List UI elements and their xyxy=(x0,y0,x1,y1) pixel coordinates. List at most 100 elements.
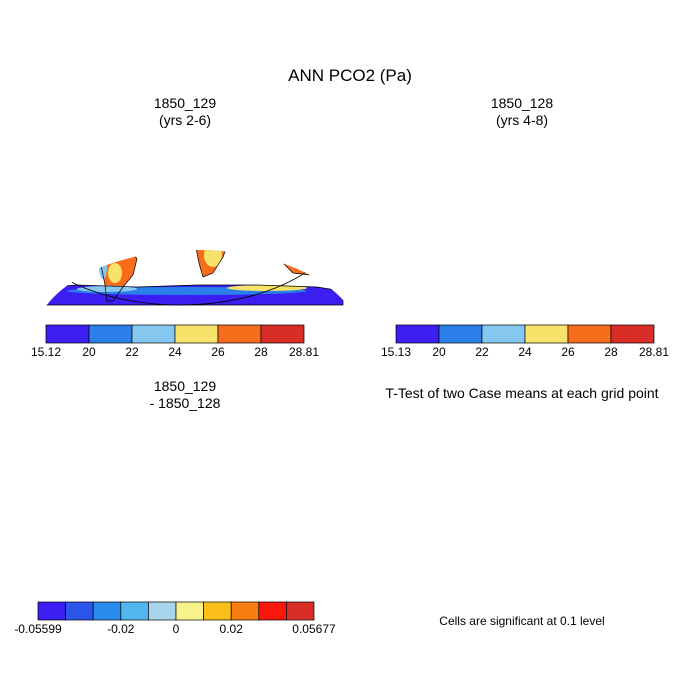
map-case2-australia-region xyxy=(621,245,659,275)
map-case2-border xyxy=(355,125,681,305)
map-case1-namerica-region xyxy=(74,167,84,175)
map-case1-eurasia-region xyxy=(282,199,296,211)
colorbar-case1-tick-label: 26 xyxy=(211,345,225,359)
coastline-greenland xyxy=(125,141,155,163)
panel-title-case1-line1: 1850_129 xyxy=(153,95,217,111)
coastline-samerica xyxy=(95,517,137,581)
panel-title-diff-line1: 1850_129 xyxy=(153,378,217,394)
coastline-eurasia xyxy=(175,145,329,217)
colorbar-diff-segment xyxy=(65,601,94,621)
coastline-africa xyxy=(171,473,235,557)
colorbar-case2-segment xyxy=(395,324,440,344)
colorbar-diff-tick-label: 0.05677 xyxy=(292,622,336,636)
map-diff-samerica-region xyxy=(95,517,137,581)
coastline-samerica xyxy=(433,517,475,581)
map-case2-namerica-region xyxy=(391,178,411,196)
colorbar-diff-tick-label: -0.05599 xyxy=(14,622,62,636)
coastline-namerica xyxy=(373,431,475,519)
map-case2 xyxy=(355,125,681,305)
map-diff-eurasia-region xyxy=(175,425,329,497)
map-diff-samerica-region xyxy=(101,525,113,537)
map-diff-eurasia-region xyxy=(299,435,327,447)
map-case1-eurasia-region xyxy=(203,147,255,171)
map-case1-eurasia-region xyxy=(253,147,305,167)
colorbar-case2-tick-label: 24 xyxy=(518,345,532,359)
panel-title-diff-line2: - 1850_128 xyxy=(149,395,221,411)
map-diff-greenland-region xyxy=(125,421,155,443)
map-case1-border xyxy=(34,250,344,306)
map-case2-antarctica-region xyxy=(565,285,645,291)
map-case1-africa-region xyxy=(171,250,235,277)
map-case1-greenland-region xyxy=(125,141,155,163)
colorbar-case1-segment xyxy=(45,324,90,344)
colorbar-diff-segment xyxy=(175,601,204,621)
panel-title-case2-line2: (yrs 4-8) xyxy=(495,112,549,128)
significant-cell xyxy=(443,537,447,543)
colorbar-diff-segment xyxy=(92,601,122,621)
colorbar-case2-segment xyxy=(438,324,483,344)
map-ttest-border xyxy=(355,405,681,585)
map-diff-eurasia-region xyxy=(229,451,265,467)
map-case2-samerica-region xyxy=(437,255,445,279)
colorbar-diff-tick-label: 0 xyxy=(173,622,180,636)
map-diff-border xyxy=(17,405,343,585)
colorbar-case1-tick-label: 20 xyxy=(82,345,96,359)
colorbar-case2-segment xyxy=(481,324,526,344)
map-case1-samerica-region xyxy=(103,250,119,251)
map-diff-namerica-region xyxy=(71,482,83,492)
map-case2-antarctica-region xyxy=(405,287,645,295)
coastline-australia xyxy=(283,525,321,555)
significant-cell xyxy=(541,515,545,519)
significant-cell xyxy=(447,525,450,528)
coastline-africa xyxy=(509,193,573,277)
map-case1-samerica-region xyxy=(108,263,122,283)
map-case1-australia-region xyxy=(283,250,321,275)
colorbar-case2-tick-label: 28 xyxy=(604,345,618,359)
map-case2-samerica-region xyxy=(446,263,460,283)
colorbar-case2-tick-label: 20 xyxy=(432,345,446,359)
colorbar-diff-tick-label: 0.02 xyxy=(220,622,244,636)
panel-title-case1: 1850_129 (yrs 2-6) xyxy=(20,95,350,129)
significant-cell xyxy=(447,547,450,550)
map-case2-africa-region xyxy=(537,225,545,233)
coastline-namerica xyxy=(373,151,475,239)
colorbar-case2-tick-label: 22 xyxy=(475,345,489,359)
coastline-namerica xyxy=(35,151,137,239)
coastline-antarctica xyxy=(355,565,681,585)
colorbar-diff-segment xyxy=(258,601,287,621)
coastline-africa xyxy=(509,473,573,557)
map-case2-namerica-region xyxy=(373,151,475,239)
map-diff-africa-region xyxy=(183,479,203,491)
map-case2-africa-region xyxy=(562,220,568,230)
map-case1-africa-region xyxy=(199,225,207,233)
map-diff-eurasia-region xyxy=(216,432,230,440)
coastline-greenland xyxy=(463,141,493,163)
coastline-eurasia xyxy=(513,425,667,497)
colorbar-case2-segment xyxy=(567,324,612,344)
panel-title-case2: 1850_128 (yrs 4-8) xyxy=(357,95,687,129)
map-case2-eurasia-region xyxy=(513,145,667,217)
map-case2-samerica-region xyxy=(433,237,475,301)
map-diff xyxy=(17,405,343,585)
coastline-eurasia xyxy=(513,145,667,217)
coastline-samerica xyxy=(433,237,475,301)
map-case2-eurasia-region xyxy=(565,180,573,186)
colorbar-diff-segment xyxy=(148,601,177,621)
map-case2-eurasia-region xyxy=(569,176,585,186)
coastline-namerica xyxy=(35,431,137,519)
colorbar-case2-segment xyxy=(524,324,569,344)
map-diff-eurasia-region xyxy=(177,431,213,447)
map-case1-africa-region xyxy=(204,250,222,267)
colorbar-case2-tick-label: 15.13 xyxy=(381,345,411,359)
coastline-antarctica xyxy=(34,284,344,306)
map-case1-greenland-region xyxy=(133,141,149,153)
significance-note: Cells are significant at 0.1 level xyxy=(439,614,605,628)
colorbar-case2-tick-label: 28.81 xyxy=(639,345,669,359)
coastline-australia xyxy=(282,250,322,276)
map-diff-antarctica-region xyxy=(17,565,343,585)
colorbar-case1-tick-label: 22 xyxy=(125,345,139,359)
colorbar-diff-segment xyxy=(37,601,66,621)
map-ttest xyxy=(355,405,681,585)
coastline-africa xyxy=(170,250,236,278)
coastline-greenland xyxy=(125,421,155,443)
